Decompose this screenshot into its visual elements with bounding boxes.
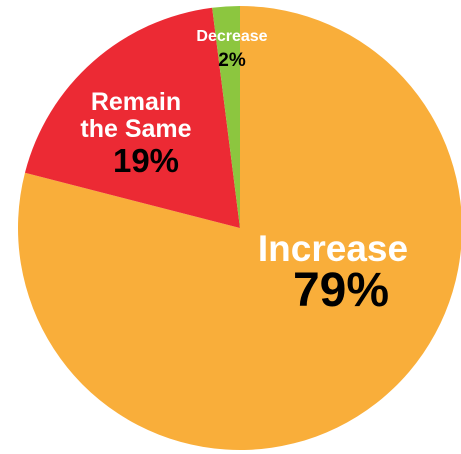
pie-slice-decrease <box>212 6 240 228</box>
slice-value-increase: 79% <box>293 264 389 317</box>
slice-value-decrease: 2% <box>218 50 246 71</box>
slice-label-decrease: Decrease <box>196 28 267 45</box>
slice-label-increase: Increase <box>258 228 408 269</box>
pie-slices <box>18 6 461 450</box>
slice-label-remain-line-2: the Same <box>80 115 191 143</box>
pie-slice-increase <box>18 6 461 450</box>
slice-value-remain: 19% <box>113 142 179 179</box>
pie-slice-remain-the-same <box>24 7 240 228</box>
slice-label-remain-line-1: Remain <box>91 88 181 116</box>
